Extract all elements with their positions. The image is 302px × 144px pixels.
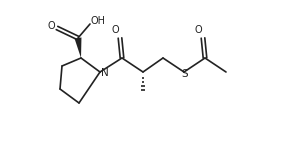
Text: O: O xyxy=(194,25,202,35)
Text: S: S xyxy=(182,69,188,79)
Text: N: N xyxy=(101,68,109,78)
Text: OH: OH xyxy=(91,16,105,26)
Text: O: O xyxy=(111,25,119,35)
Text: O: O xyxy=(47,21,55,31)
Polygon shape xyxy=(75,37,82,58)
